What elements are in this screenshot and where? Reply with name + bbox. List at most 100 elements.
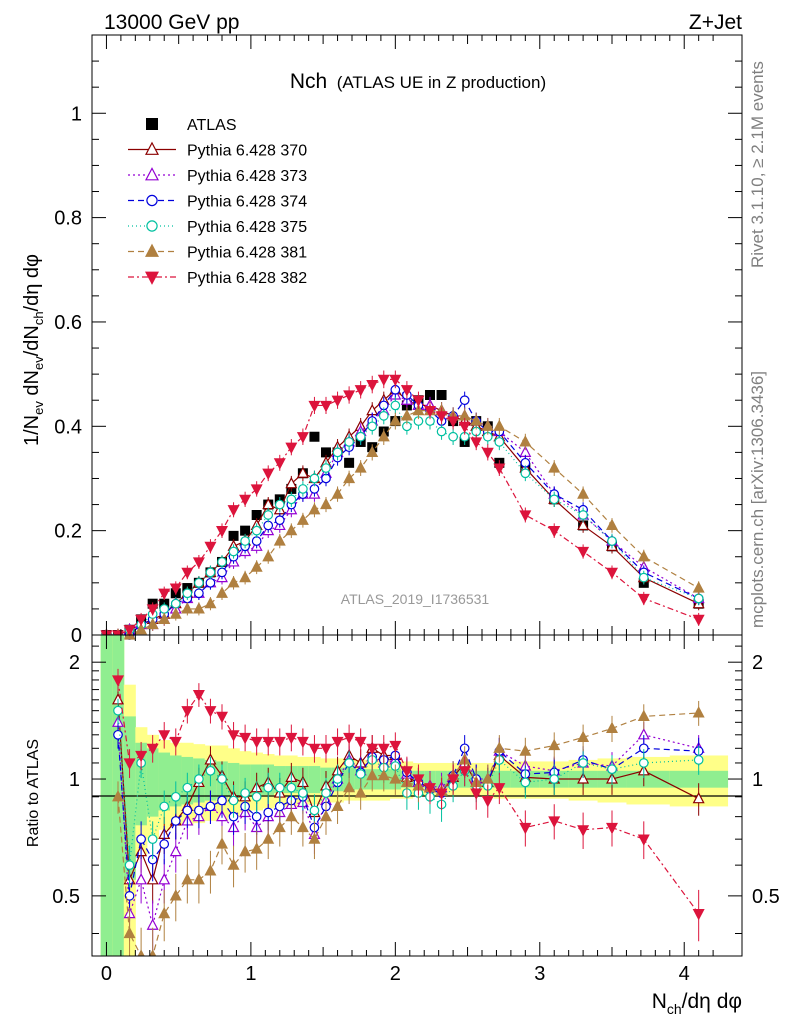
data-point — [435, 411, 448, 423]
data-point — [519, 435, 532, 447]
data-point — [577, 546, 590, 559]
data-point — [169, 607, 182, 619]
data-point — [273, 534, 286, 546]
ratio-y-tick-label-right: 2 — [752, 652, 763, 674]
ratio-point — [321, 788, 331, 798]
data-point — [296, 513, 309, 525]
data-point — [239, 570, 252, 583]
ratio-point — [239, 844, 252, 857]
ratio-point — [354, 736, 367, 749]
data-point — [251, 525, 262, 536]
data-point — [285, 476, 298, 489]
plot-title: Nch (ATLAS UE in Z production) — [290, 70, 546, 93]
data-point — [216, 586, 228, 598]
ratio-point — [216, 837, 228, 849]
header-right: Z+Jet — [689, 11, 742, 34]
data-point — [308, 400, 321, 413]
ratio-point — [205, 801, 216, 812]
ratio-point — [147, 834, 158, 845]
data-point — [309, 431, 320, 442]
ratio-point — [146, 743, 159, 756]
x-tick-label: 1 — [245, 963, 256, 985]
ratio-point — [217, 795, 227, 806]
plot-title-main: Nch — [290, 70, 327, 93]
data-point — [192, 557, 205, 569]
data-point — [481, 419, 494, 431]
ratio-y-tick-label: 1 — [69, 769, 80, 791]
ratio-point — [123, 758, 136, 770]
data-point — [217, 567, 227, 578]
ratio-point — [320, 809, 332, 822]
ratio-point — [170, 816, 181, 826]
data-point — [693, 593, 704, 604]
ratio-data-marks — [112, 668, 705, 956]
ratio-point — [149, 949, 157, 956]
data-point — [240, 525, 251, 536]
ratio-y-tick-label: 0.5 — [52, 886, 80, 908]
legend-item: Pythia 6.428 374 — [128, 194, 307, 211]
ratio-point — [296, 736, 309, 749]
ratio-band-stat — [626, 770, 671, 788]
ratio-point — [169, 889, 182, 901]
data-point — [331, 395, 344, 408]
data-point — [343, 390, 356, 402]
ratio-point — [308, 832, 321, 844]
data-point — [296, 432, 309, 444]
ratio-point — [194, 805, 204, 816]
data-point — [459, 395, 470, 406]
data-point — [692, 581, 705, 593]
data-point — [637, 593, 650, 606]
ratio-point — [320, 743, 332, 756]
legend: ATLAS Pythia 6.428 370 Pythia 6.428 373 Pyt… — [128, 117, 307, 287]
ratio-point — [577, 772, 590, 784]
legend-marker — [145, 271, 159, 285]
data-point — [577, 487, 590, 499]
ratio-line — [117, 722, 699, 926]
ratio-line — [117, 679, 700, 914]
data-point — [181, 567, 194, 580]
ratio-point — [159, 839, 170, 849]
ratio-point — [389, 740, 402, 753]
legend-marker — [146, 194, 158, 207]
ratio-point — [548, 816, 561, 828]
data-point — [169, 583, 182, 595]
data-point — [321, 447, 331, 458]
ratio-point — [577, 825, 590, 837]
ratio-point — [331, 736, 344, 749]
main-y-tick-label: 0.2 — [54, 521, 82, 543]
data-point — [549, 494, 560, 505]
ratio-point — [481, 772, 494, 784]
data-point — [344, 437, 354, 447]
ratio-band-stat — [669, 770, 729, 788]
data-point — [146, 604, 159, 616]
ratio-y-tick-label-right: 0.5 — [752, 886, 780, 908]
ratio-point — [135, 873, 148, 885]
data-point — [250, 484, 263, 496]
ratio-point — [519, 744, 532, 756]
data-point — [135, 622, 148, 635]
ratio-point — [693, 755, 704, 765]
data-point — [228, 546, 239, 557]
ratio-point — [578, 758, 588, 768]
ratio-point — [112, 675, 124, 687]
legend-label: Pythia 6.428 375 — [187, 219, 307, 236]
ratio-point — [607, 764, 617, 775]
ratio-frame — [91, 634, 743, 957]
legend-label: Pythia 6.428 373 — [187, 168, 307, 185]
data-point — [458, 421, 471, 434]
ratio-point — [169, 844, 182, 857]
data-point — [390, 400, 401, 411]
ratio-point — [458, 766, 471, 778]
data-point — [354, 385, 367, 397]
data-point — [607, 536, 617, 546]
legend-item: ATLAS — [146, 117, 237, 134]
ratio-point — [124, 891, 135, 901]
data-point — [192, 602, 205, 614]
ratio-point — [159, 801, 170, 812]
data-point — [377, 429, 390, 442]
data-point — [205, 567, 216, 578]
ratio-point — [216, 711, 228, 724]
analysis-label: ATLAS_2019_I1736531 — [341, 591, 490, 607]
ratio-y-tick-label: 2 — [69, 652, 80, 674]
ratio-point — [355, 769, 366, 779]
